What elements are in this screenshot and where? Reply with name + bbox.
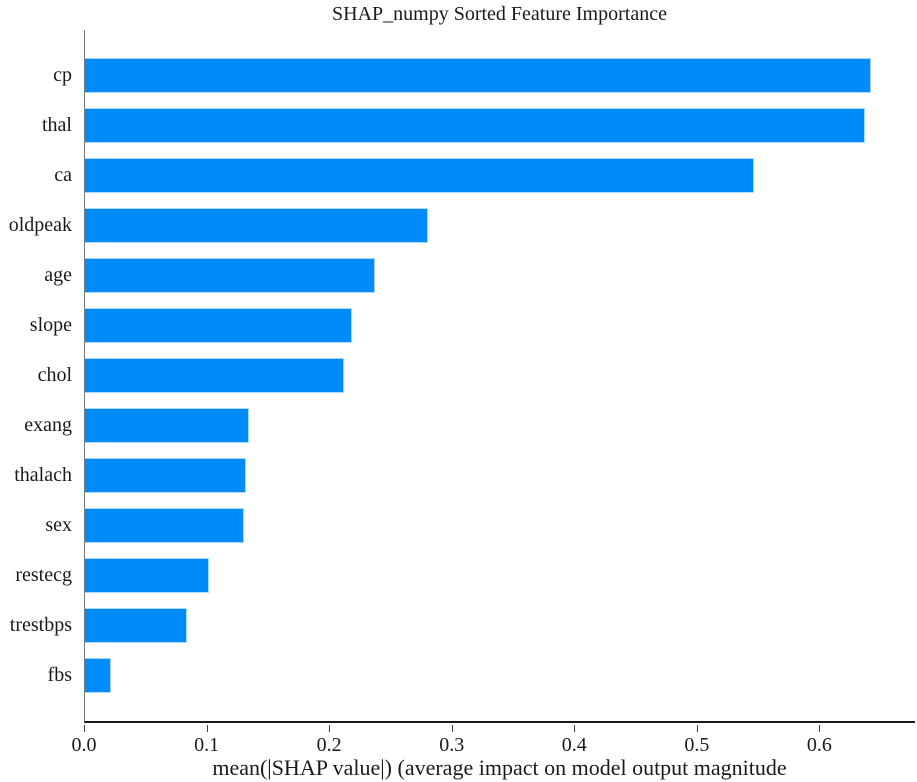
x-tick-label-0.5: 0.5 [684,734,710,756]
bar-slope [85,308,352,343]
y-tick-label-sex: sex [45,514,72,536]
bar-age [85,258,375,293]
x-tick-mark-0.6 [819,725,821,732]
bar-oldpeak [85,208,428,243]
x-tick-mark-0.3 [451,725,453,732]
x-tick-mark-0.2 [329,725,331,732]
x-tick-label-0.1: 0.1 [194,734,220,756]
y-tick-label-exang: exang [24,414,72,436]
bar-sex [85,508,244,543]
chart-title: SHAP_numpy Sorted Feature Importance [332,3,667,25]
x-tick-label-0.0: 0.0 [71,734,97,756]
y-tick-label-restecg: restecg [15,564,72,586]
y-tick-label-cp: cp [53,64,72,86]
x-tick-label-0.4: 0.4 [561,734,587,756]
y-tick-label-ca: ca [54,164,72,186]
bar-cp [85,58,871,93]
y-tick-label-chol: chol [37,364,72,386]
y-tick-label-fbs: fbs [47,664,72,686]
x-tick-mark-0.4 [574,725,576,732]
x-tick-mark-0.5 [696,725,698,732]
bar-thalach [85,458,246,493]
bar-trestbps [85,608,187,643]
bar-chol [85,358,344,393]
y-tick-label-trestbps: trestbps [9,614,72,636]
x-tick-label-0.2: 0.2 [316,734,342,756]
bar-restecg [85,558,209,593]
y-tick-label-slope: slope [29,314,72,336]
y-tick-label-oldpeak: oldpeak [8,214,72,236]
y-tick-label-age: age [44,264,72,286]
x-tick-label-0.6: 0.6 [806,734,832,756]
y-tick-label-thal: thal [42,114,72,136]
x-tick-label-0.3: 0.3 [439,734,465,756]
x-tick-mark-0.0 [84,725,85,732]
bar-ca [85,158,754,193]
bar-fbs [85,658,111,693]
bar-exang [85,408,249,443]
y-tick-label-thalach: thalach [14,464,72,486]
bar-thal [85,108,865,143]
x-axis-label: mean(|SHAP value|) (average impact on mo… [212,755,787,780]
x-tick-mark-0.1 [206,725,208,732]
plot-area [84,30,915,723]
